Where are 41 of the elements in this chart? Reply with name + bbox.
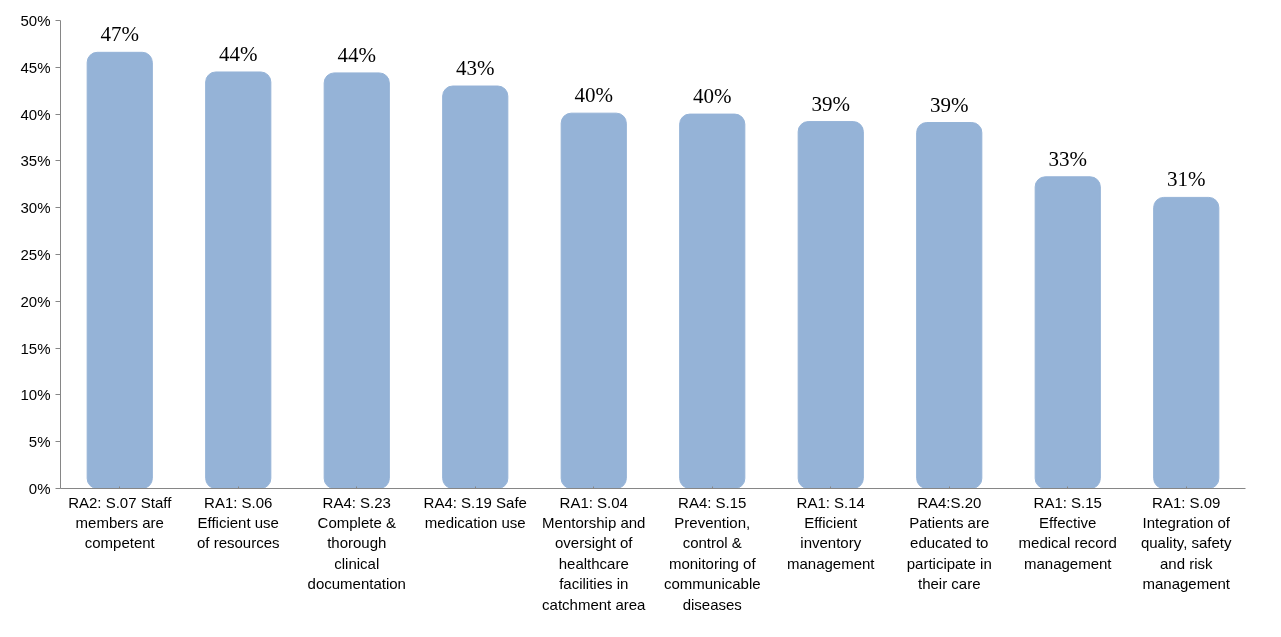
x-tick-label: RA1: S.06 Efficient use of resources <box>196 493 280 552</box>
x-tick-label: RA4:S.20 Patients are educated to participate in their care <box>906 493 992 593</box>
y-tick-label: 30% <box>20 199 51 217</box>
bar <box>323 72 390 489</box>
data-label: 40% <box>693 84 732 109</box>
x-tick-label: RA2: S.07 Staff members are competent <box>68 493 173 552</box>
x-tick-label: RA1: S.15 Effective medical record management <box>1018 493 1117 572</box>
data-label: 40% <box>574 83 613 108</box>
bar <box>1153 196 1220 489</box>
y-tick-label: 0% <box>28 480 51 497</box>
y-tick-label: 50% <box>20 12 51 29</box>
bar <box>797 121 864 489</box>
data-label: 43% <box>456 56 495 81</box>
y-tick-label: 10% <box>20 386 51 404</box>
data-label: 44% <box>337 42 376 67</box>
x-tick-label: RA4: S.15 Prevention, control & monitoring of communicable diseases <box>663 493 761 613</box>
bar <box>679 113 746 489</box>
y-tick-label: 20% <box>20 292 51 310</box>
bar <box>916 122 983 489</box>
y-tick-label: 45% <box>20 58 51 76</box>
y-tick-label: 5% <box>28 433 51 451</box>
bar <box>205 71 272 489</box>
bar <box>442 85 509 489</box>
data-label: 31% <box>1167 167 1206 192</box>
data-label: 44% <box>219 41 258 66</box>
y-tick-label: 40% <box>20 105 51 123</box>
bar <box>86 51 153 489</box>
y-tick-label: 15% <box>20 339 51 357</box>
data-label: 39% <box>930 92 969 117</box>
data-label: 33% <box>1048 146 1087 171</box>
bar <box>1034 176 1101 489</box>
x-tick-label: RA1: S.04 Mentorship and oversight of healthcare facilities in catchment area <box>542 493 647 613</box>
data-label: 39% <box>811 91 850 116</box>
data-label: 47% <box>100 22 139 47</box>
bar <box>560 112 627 489</box>
y-tick-label: 35% <box>20 152 51 170</box>
x-tick-label: RA1: S.14 Efficient inventory management <box>786 493 876 572</box>
y-tick-label: 25% <box>20 246 51 263</box>
x-tick-label: RA4: S.19 Safe medication use <box>423 493 527 531</box>
x-tick-label: RA1: S.09 Integration of quality, safety and risk management <box>1140 493 1233 593</box>
x-tick-label: RA4: S.23 Complete & thorough clinical documentation <box>307 493 406 593</box>
